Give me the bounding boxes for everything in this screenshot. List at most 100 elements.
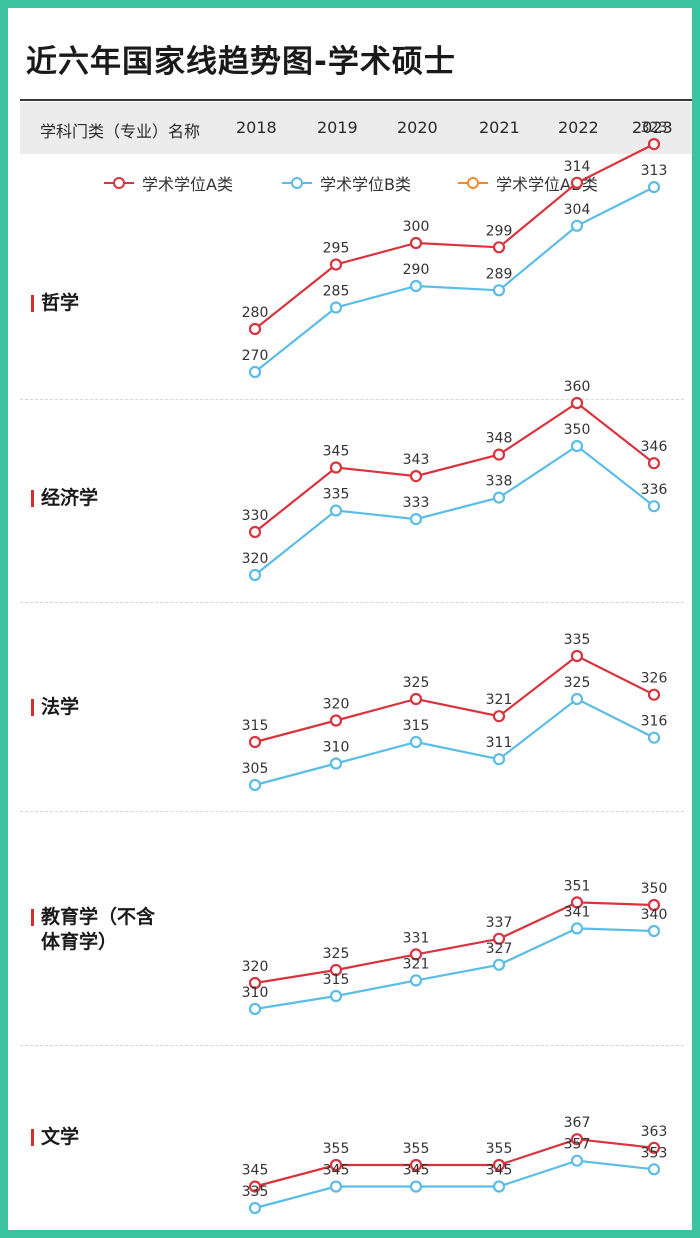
data-label: 315 [242, 718, 269, 734]
data-label: 335 [564, 632, 591, 648]
data-point [492, 958, 506, 971]
data-label: 314 [564, 159, 591, 175]
data-label: 320 [323, 697, 350, 713]
data-point [492, 1180, 506, 1193]
data-point [492, 932, 506, 945]
data-label: 316 [641, 714, 668, 730]
legend-marker-a [104, 175, 134, 191]
section-divider [20, 602, 684, 603]
data-point [492, 241, 506, 254]
data-label: 350 [564, 422, 591, 438]
data-label: 321 [486, 692, 513, 708]
data-label: 330 [242, 508, 269, 524]
chart-card: 近六年国家线趋势图-学术硕士 学科门类（专业）名称 2018 2019 2020… [8, 8, 692, 1230]
data-label: 311 [486, 735, 513, 751]
data-point [647, 731, 661, 744]
data-label: 345 [403, 1163, 430, 1179]
data-label: 346 [641, 439, 668, 455]
data-point [329, 989, 343, 1003]
data-point [409, 948, 423, 961]
data-point [329, 757, 343, 770]
series-line [254, 927, 655, 1011]
data-point [570, 439, 584, 453]
year-header-2023: 2023 [632, 118, 673, 137]
data-label: 350 [641, 881, 668, 897]
data-label: 285 [323, 284, 350, 300]
data-label: 341 [564, 904, 591, 920]
data-label: 351 [564, 878, 591, 894]
data-label: 289 [486, 266, 513, 282]
category-label-economics: 经济学 [31, 486, 98, 511]
data-label: 323 [641, 120, 668, 136]
data-label: 299 [486, 223, 513, 239]
data-point [329, 963, 343, 977]
data-label: 343 [403, 452, 430, 468]
data-label: 320 [242, 959, 269, 975]
series-line [254, 697, 655, 787]
category-marker [31, 1129, 34, 1146]
section-divider [20, 811, 684, 812]
data-point [409, 692, 423, 706]
data-label: 363 [641, 1124, 668, 1140]
data-point [570, 896, 584, 909]
category-header-label: 学科门类（专业）名称 [40, 122, 201, 141]
chart-0: 280 295 300 299 314 323 270 285 290 289 304 313 [242, 120, 668, 379]
series-line [254, 1138, 655, 1188]
data-label: 336 [641, 482, 668, 498]
chart-3: 320 325 331 337 351 350 310 315 321 327 341 340 [242, 878, 668, 1016]
data-point [248, 976, 262, 990]
section-divider [20, 1045, 684, 1046]
data-label: 345 [242, 1163, 269, 1179]
data-label: 345 [486, 1163, 513, 1179]
year-header-2021: 2021 [479, 118, 520, 137]
data-point [248, 735, 262, 749]
data-label: 327 [486, 941, 513, 957]
legend-marker-ab [458, 175, 488, 191]
data-label: 325 [403, 675, 430, 691]
data-label: 295 [323, 241, 350, 257]
chart-4: 345 355 355 355 367 363 335 345 345 345 357 353 [242, 1115, 668, 1215]
data-label: 270 [242, 348, 269, 364]
data-point [570, 396, 584, 410]
data-label: 325 [323, 946, 350, 962]
data-label: 338 [486, 474, 513, 490]
category-marker [31, 699, 34, 716]
category-label-literature: 文学 [31, 1125, 79, 1150]
data-point [570, 1133, 584, 1146]
data-point [492, 448, 506, 461]
data-point [647, 898, 661, 912]
data-label: 313 [641, 163, 668, 179]
data-label: 331 [403, 930, 430, 946]
chart-2: 315 320 325 321 335 326 305 310 315 311 325 316 [242, 632, 668, 792]
data-point [409, 513, 423, 526]
data-point [647, 457, 661, 470]
data-label: 290 [403, 262, 430, 278]
data-point [409, 735, 423, 749]
data-label: 357 [564, 1137, 591, 1153]
data-point [329, 1180, 343, 1193]
data-point [329, 301, 343, 314]
data-label: 335 [242, 1184, 269, 1200]
data-point [492, 753, 506, 766]
data-point [647, 138, 661, 151]
data-label: 337 [486, 915, 513, 931]
data-point [248, 1002, 262, 1016]
data-label: 345 [323, 444, 350, 460]
section-divider [20, 399, 684, 400]
data-point [492, 710, 506, 723]
data-point [492, 491, 506, 504]
category-marker [31, 490, 34, 507]
series-line [254, 654, 655, 744]
title-rule [20, 99, 692, 101]
data-point [248, 525, 262, 539]
legend-marker-b [282, 175, 312, 191]
data-point [570, 219, 584, 232]
page-title: 近六年国家线趋势图-学术硕士 [26, 44, 456, 80]
data-point [647, 1141, 661, 1154]
data-label: 360 [564, 379, 591, 395]
data-label: 310 [242, 985, 269, 1001]
legend-item-b: 学术学位B类 [282, 171, 411, 195]
data-label: 280 [242, 305, 269, 321]
data-label: 305 [242, 761, 269, 777]
